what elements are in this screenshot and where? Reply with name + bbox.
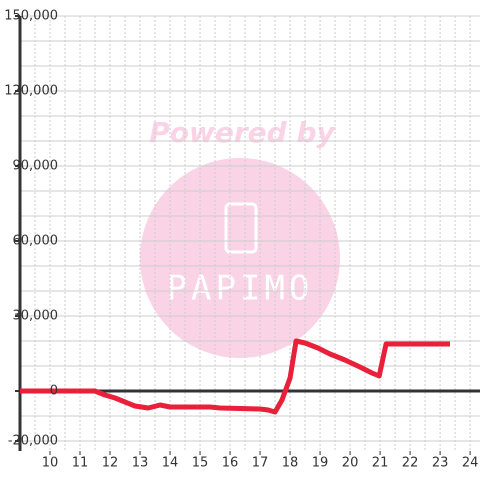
x-tick-label: 13 [132,456,149,471]
y-tick-label: -20,000 [8,434,58,449]
x-tick-label: 15 [192,456,209,471]
line [20,338,450,415]
y-tick-label: 60,000 [13,234,59,249]
y-tick-label: 120,000 [4,84,58,99]
x-tick-label: 24 [462,456,479,471]
x-tick-label: 18 [282,456,299,471]
x-tick-label: 22 [402,456,419,471]
x-tick-label: 12 [102,456,119,471]
x-tick-label: 23 [432,456,449,471]
x-tick-label: 10 [42,456,59,471]
x-tick-label: 21 [372,456,389,471]
x-tick-label: 19 [312,456,329,471]
y-tick-label: 90,000 [13,159,59,174]
x-tick-label: 14 [162,456,179,471]
y-tick-label: 30,000 [13,309,59,324]
watermark-text: Powered by [149,116,336,149]
watermark-logo: PAPIMO [167,269,314,309]
x-tick-label: 17 [252,456,269,471]
y-tick-label: 150,000 [4,9,58,24]
x-tick-label: 20 [342,456,359,471]
x-tick-label: 11 [72,456,89,471]
y-tick-label: 0 [50,384,58,399]
watermark-icon [224,202,258,254]
x-tick-label: 16 [222,456,239,471]
